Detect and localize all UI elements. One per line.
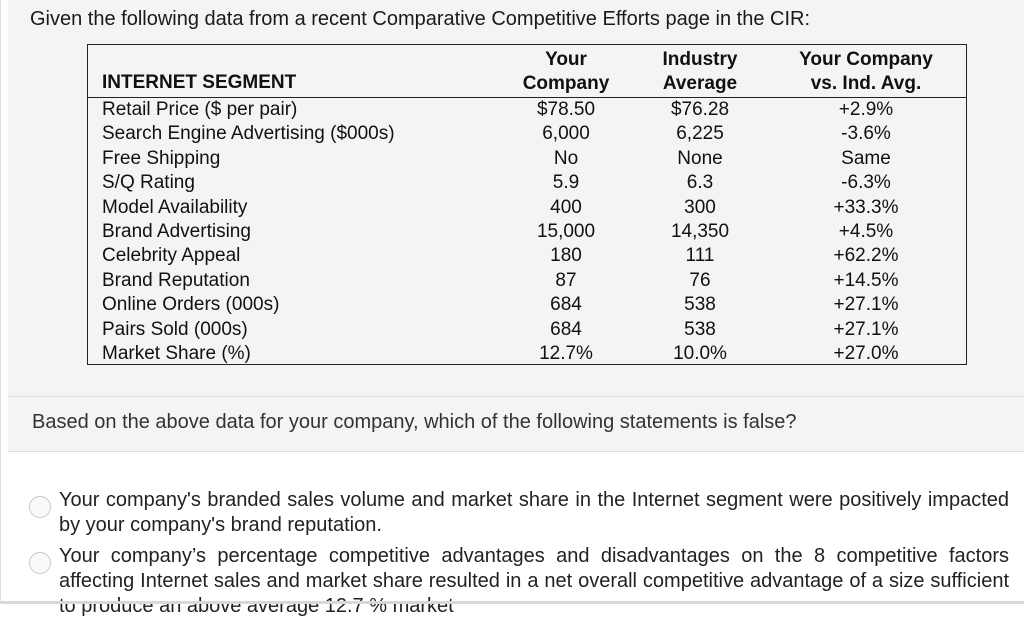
vs-industry-value: +2.9% [838,99,894,120]
vs-industry-value: -6.3% [841,172,891,194]
row-label: Pairs Sold (000s) [102,318,248,340]
vs-industry-value: Same [841,147,891,169]
table-row: Search Engine Advertising ($000s) 6,000 … [88,122,966,146]
competitive-efforts-table: INTERNET SEGMENT Your Company Industry A… [87,44,967,365]
radio-button[interactable] [29,496,51,518]
industry-average-value: 10.0% [673,342,727,364]
row-label: Online Orders (000s) [102,294,280,316]
row-label: S/Q Rating [102,172,195,194]
answer-option-text[interactable]: Your company’s percentage competitive ad… [59,545,1009,617]
industry-average-value: $76.28 [670,99,730,120]
row-label: Free Shipping [102,147,221,169]
row-label: Retail Price ($ per pair) [102,99,298,120]
vs-industry-value: +27.1% [833,318,899,340]
question-panel: Given the following data from a recent C… [8,0,1024,397]
industry-average-value: 538 [684,294,716,316]
your-company-value: 6,000 [542,123,590,145]
radio-button[interactable] [29,552,51,574]
table-body: Retail Price ($ per pair) $78.50 $76.28 … [88,98,966,366]
your-company-value: 87 [555,269,577,291]
your-company-value: 400 [550,196,582,218]
vs-industry-value: +27.0% [833,342,899,364]
industry-average-value: 538 [684,318,716,340]
header-internet-segment: INTERNET SEGMENT [102,72,297,93]
vs-industry-value: +27.1% [833,294,899,316]
table-row: Free Shipping No None Same [88,147,966,171]
row-label: Brand Reputation [102,269,250,291]
header-industry-average: Industry Average [662,49,738,94]
your-company-value: 5.9 [552,172,580,194]
answer-option-text[interactable]: Your company's branded sales volume and … [59,489,1009,536]
industry-average-value: 14,350 [670,220,730,242]
your-company-value: 684 [550,294,582,316]
industry-average-value: 6.3 [686,172,714,194]
table-row: Retail Price ($ per pair) $78.50 $76.28 … [88,98,966,122]
vs-industry-value: +33.3% [833,196,899,218]
row-label: Search Engine Advertising ($000s) [102,123,395,145]
row-label: Model Availability [102,196,248,218]
industry-average-value: 300 [684,196,716,218]
question-prompt: Based on the above data for your company… [32,411,797,433]
answer-options: Your company's branded sales volume and … [1,452,1024,617]
industry-average-value: 6,225 [676,123,724,145]
answer-option-1[interactable]: Your company's branded sales volume and … [29,488,1010,538]
table-row: Brand Reputation 87 76 +14.5% [88,269,966,293]
row-label: Celebrity Appeal [102,245,241,267]
prompt-panel: Based on the above data for your company… [8,397,1024,452]
your-company-value: 684 [550,318,582,340]
table-row: Brand Advertising 15,000 14,350 +4.5% [88,220,966,244]
vs-industry-value: +4.5% [838,220,894,242]
table-row: Model Availability 400 300 +33.3% [88,196,966,220]
table-row: Celebrity Appeal 180 111 +62.2% [88,244,966,268]
vs-industry-value: +14.5% [833,269,899,291]
industry-average-value: 76 [689,269,711,291]
table-row: Market Share (%) 12.7% 10.0% +27.0% [88,342,966,366]
header-your-company: Your Company [522,49,610,94]
your-company-value: No [553,147,579,169]
row-label: Market Share (%) [102,342,251,364]
answer-option-2[interactable]: Your company’s percentage competitive ad… [29,544,1010,619]
your-company-value: $78.50 [536,99,596,120]
your-company-value: 15,000 [536,220,596,242]
header-vs-industry-average: Your Company vs. Ind. Avg. [799,49,933,94]
industry-average-value: None [677,147,723,169]
question-intro: Given the following data from a recent C… [30,8,811,30]
vs-industry-value: -3.6% [841,123,891,145]
your-company-value: 180 [550,245,582,267]
vs-industry-value: +62.2% [833,245,899,267]
industry-average-value: 111 [685,245,715,267]
table-row: S/Q Rating 5.9 6.3 -6.3% [88,171,966,195]
your-company-value: 12.7% [539,342,593,364]
table-row: Online Orders (000s) 684 538 +27.1% [88,293,966,317]
horizontal-scrollbar[interactable] [1,601,1024,604]
table-row: Pairs Sold (000s) 684 538 +27.1% [88,318,966,342]
row-label: Brand Advertising [102,220,251,242]
table-header: INTERNET SEGMENT Your Company Industry A… [88,45,966,98]
